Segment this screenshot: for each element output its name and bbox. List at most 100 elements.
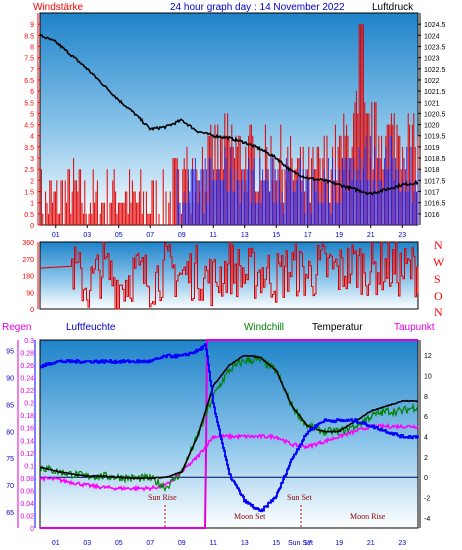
direction-letter: W <box>433 255 445 269</box>
y-tick-label: 6 <box>424 414 428 421</box>
x-tick-label: 09 <box>178 232 186 239</box>
y-tick-label: 180 <box>22 274 34 281</box>
x-tick-label: 23 <box>398 232 406 239</box>
y-tick-label: 1016 <box>424 212 440 219</box>
y-tick-label: 0.26 <box>20 363 34 370</box>
y-tick-label: 0.14 <box>20 438 34 445</box>
x-tick-label: 11 <box>210 232 217 239</box>
y-tick-label: 0 <box>424 475 428 482</box>
moon-rise-label: Moon Rise <box>350 512 386 521</box>
y-tick-label: 1017.5 <box>424 178 446 185</box>
y-tick-label: 12 <box>424 353 432 360</box>
y-tick-label: 80 <box>6 429 14 436</box>
direction-letter: O <box>434 289 443 303</box>
y-tick-label: 3.5 <box>24 145 34 152</box>
y-tick-label: 1019 <box>424 145 440 152</box>
y-tick-label: 7 <box>30 67 34 74</box>
y-tick-label: 0.2 <box>24 401 34 408</box>
rain-series <box>40 339 418 529</box>
y-tick-label: 5 <box>30 111 34 118</box>
y-tick-label: 0.28 <box>20 351 34 358</box>
y-tick-label: 4.5 <box>24 123 34 130</box>
temperature-humidity-plot-area <box>39 339 419 529</box>
y-tick-label: 90 <box>6 376 14 383</box>
y-tick-label: 0 <box>30 307 34 314</box>
x-tick-label: 23 <box>398 540 406 547</box>
y-tick-label: 9 <box>30 22 34 29</box>
humidity-series <box>40 343 419 513</box>
y-tick-label: 90 <box>26 290 34 297</box>
x-tick-label: 13 <box>241 540 249 547</box>
x-tick-label: 21 <box>367 540 375 547</box>
y-tick-label: 75 <box>6 456 14 463</box>
y-tick-label: 360 <box>22 240 34 247</box>
y-tick-label: 0.5 <box>24 212 34 219</box>
y-tick-label: 270 <box>22 257 34 264</box>
y-tick-label: 1024.5 <box>424 22 446 29</box>
y-tick-label: 8 <box>424 394 428 401</box>
x-tick-label: 15 <box>272 540 280 547</box>
x-tick-label: 01 <box>52 540 60 547</box>
pressure-label: Luftdruck <box>372 2 414 13</box>
y-tick-label: 7.5 <box>24 56 34 63</box>
y-tick-label: 8 <box>30 44 34 51</box>
x-tick-label: 03 <box>83 232 91 239</box>
y-tick-label: 6 <box>30 89 34 96</box>
direction-letter: S <box>434 272 441 286</box>
x-tick-label: 19 <box>335 540 343 547</box>
direction-letter: N <box>434 305 443 319</box>
legend-windchill: Windchill <box>244 322 284 333</box>
legend-humidity: Luftfeuchte <box>66 322 116 333</box>
y-tick-label: 4 <box>30 134 34 141</box>
wind-speed-blue-series <box>176 135 419 225</box>
y-tick-label: 1021 <box>424 100 440 107</box>
y-tick-label: 0.18 <box>20 413 34 420</box>
y-tick-label: 1020 <box>424 123 440 130</box>
x-tick-label: 07 <box>146 540 154 547</box>
y-tick-label: 0 <box>30 526 34 533</box>
graph-title: 24 hour graph day : 14 November 2022 <box>170 2 345 13</box>
x-tick-label: 05 <box>115 232 123 239</box>
y-tick-label: 1022 <box>424 78 440 85</box>
y-tick-label: 0.08 <box>20 476 34 483</box>
y-tick-label: 95 <box>6 349 14 356</box>
y-tick-label: 65 <box>6 510 14 517</box>
y-tick-label: 1017 <box>424 190 440 197</box>
x-tick-label: 13 <box>241 232 249 239</box>
y-tick-label: 1018.5 <box>424 156 446 163</box>
y-tick-label: -4 <box>424 516 430 523</box>
y-tick-label: 0.02 <box>20 513 34 520</box>
windchill-series <box>39 355 419 493</box>
y-tick-label: -2 <box>424 496 430 503</box>
y-tick-label: 3 <box>30 156 34 163</box>
wind-direction-series <box>40 241 419 310</box>
y-tick-label: 10 <box>424 374 432 381</box>
y-tick-label: 1018 <box>424 167 440 174</box>
y-tick-label: 5.5 <box>24 100 34 107</box>
y-tick-label: 0.1 <box>24 463 34 470</box>
sun-set-axis-label: Sun Set <box>288 540 313 547</box>
y-tick-label: 0.06 <box>20 488 34 495</box>
direction-letter: N <box>434 238 443 252</box>
x-tick-label: 19 <box>335 232 343 239</box>
y-tick-label: 6.5 <box>24 78 34 85</box>
x-tick-label: 09 <box>178 540 186 547</box>
y-tick-label: 1019.5 <box>424 134 446 141</box>
y-tick-label: 0.22 <box>20 388 34 395</box>
y-tick-label: 2 <box>30 178 34 185</box>
y-tick-label: 1020.5 <box>424 111 446 118</box>
legend-rain: Regen <box>2 322 31 333</box>
y-tick-label: 0.04 <box>20 501 34 508</box>
x-tick-label: 07 <box>146 232 154 239</box>
y-tick-label: 0 <box>30 223 34 230</box>
legend-temperature: Temperatur <box>312 322 363 333</box>
sun-set-label: Sun Set <box>287 493 312 502</box>
x-tick-label: 11 <box>210 540 217 547</box>
sun-rise-label: Sun Rise <box>148 493 177 502</box>
y-tick-label: 1 <box>30 201 34 208</box>
y-tick-label: 0.12 <box>20 451 34 458</box>
x-tick-label: 17 <box>304 540 312 547</box>
x-tick-label: 05 <box>115 540 123 547</box>
y-tick-label: 1024 <box>424 33 440 40</box>
moon-set-label: Moon Set <box>234 512 266 521</box>
